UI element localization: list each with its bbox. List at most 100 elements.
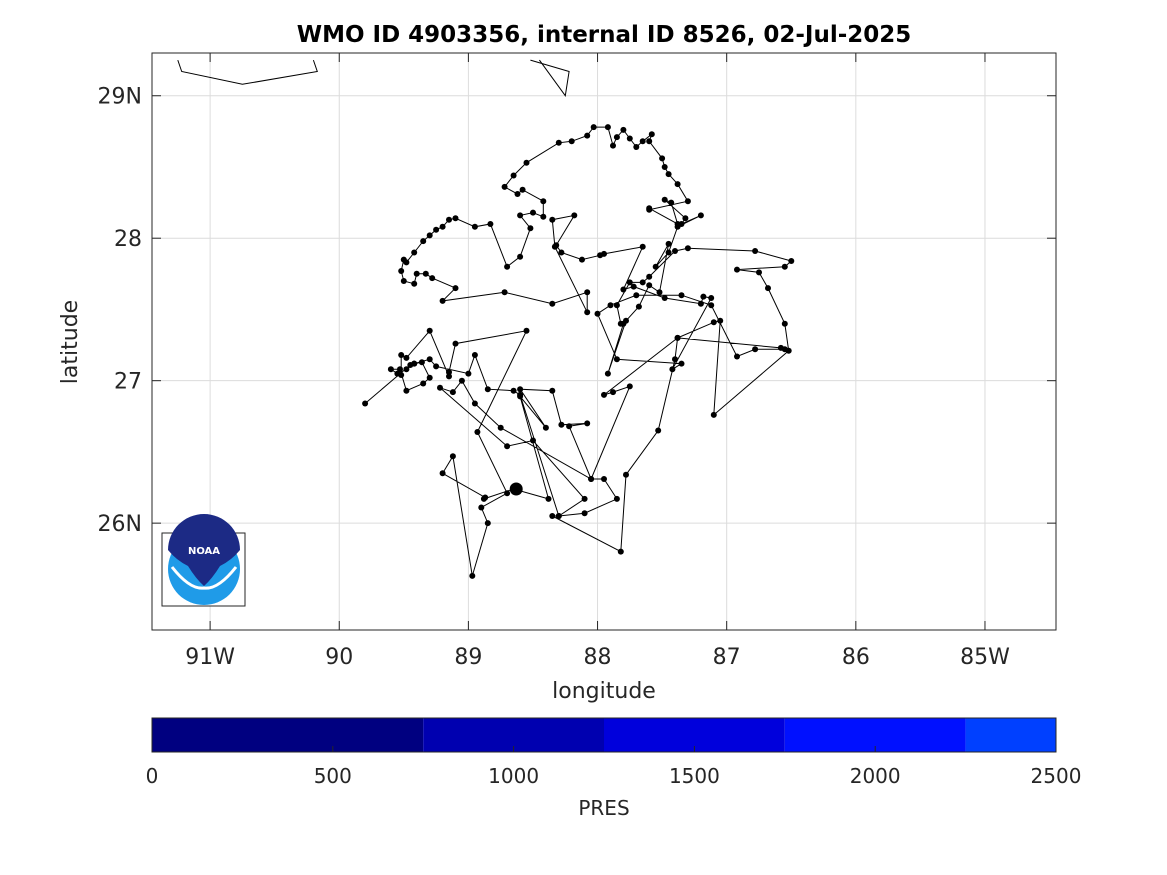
float-position-point [734,353,740,360]
colorbar-band [152,718,424,752]
float-position-point [558,421,565,428]
float-position-point [411,280,418,287]
float-position-point [734,266,740,273]
colorbar-tick-label: 2500 [1031,764,1082,788]
x-tick-labels: 91W 90 89 88 87 86 85W [185,645,1010,670]
float-position-point [484,386,491,393]
float-position-point [439,470,446,477]
float-position-point [549,513,556,519]
axis-ticks [152,53,1056,630]
float-position-point [655,427,662,434]
colorbar-tick-label: 1000 [488,764,539,788]
x-tick-label: 85W [960,645,1010,670]
float-position-point [458,377,465,384]
float-position-point [777,344,784,351]
float-position-point [555,139,562,146]
float-position-point [584,132,591,139]
float-position-point [594,310,601,317]
float-position-point [710,411,717,418]
float-position-point [620,126,627,133]
x-tick-label: 91W [185,645,235,670]
plot-background [152,53,1056,630]
float-position-point [413,270,420,277]
float-position-point [626,279,633,286]
float-position-point [788,258,795,264]
float-position-point [756,269,762,276]
float-position-point [519,186,526,193]
float-position-point [471,400,478,407]
float-position-point [530,437,536,444]
float-position-point [474,429,481,435]
float-position-point [682,215,689,222]
float-position-point [617,548,624,555]
float-position-point [656,289,663,296]
colorbar-label: PRES [578,796,629,820]
float-position-point [398,268,405,274]
float-position-point [403,366,410,373]
float-position-point [452,340,459,347]
float-position-point [626,383,633,390]
float-position-point [601,476,607,482]
plot-frame [151,52,1057,631]
float-position-point [710,319,717,326]
float-position-point [639,138,646,145]
float-position-point [549,300,556,307]
float-position-point [484,520,491,527]
float-position-point [403,387,410,394]
float-position-point [646,273,653,280]
float-position-point [781,263,788,270]
float-position-point [510,387,517,394]
float-position-point [542,424,549,431]
float-position-point [613,356,620,363]
float-position-point [626,135,633,142]
float-position-point [639,243,646,250]
float-position-point [471,352,478,358]
current-position-marker [509,482,523,496]
float-position-point [429,275,436,282]
x-tick-label: 87 [713,645,741,670]
float-position-point [633,292,640,299]
float-position-point [437,384,443,391]
float-position-point [400,256,407,263]
float-position-point [630,283,637,290]
float-position-point [426,356,433,363]
float-position-point [684,245,691,252]
float-position-point [613,134,620,141]
chart-title: WMO ID 4903356, internal ID 8526, 02-Jul… [297,22,912,48]
float-position-point [540,198,547,205]
float-position-point [661,164,668,170]
float-position-point [661,196,668,203]
float-position-point [540,213,547,220]
float-position-point [387,366,394,373]
float-position-point [700,293,707,300]
float-position-point [553,242,560,249]
float-position-point [646,138,653,145]
float-position-point [420,238,427,245]
float-position-point [510,172,517,179]
float-position-point [665,249,672,256]
float-position-point [584,420,591,427]
float-position-point [674,334,681,341]
float-position-point [604,124,611,131]
x-axis-label: longitude [552,679,656,704]
x-tick-label: 86 [842,645,870,670]
float-position-point [661,295,668,301]
float-position-point [601,250,607,257]
float-position-point [523,327,530,334]
x-tick-label: 88 [584,645,612,670]
float-position-point [659,155,666,162]
float-position-point [678,292,685,299]
colorbar-band [965,718,1056,752]
float-position-point [426,327,433,334]
coastlines [177,59,570,97]
float-position-point [527,225,534,232]
float-position-point [452,215,459,222]
float-position-point [469,572,476,579]
float-position-point [549,387,556,394]
float-position-point [545,495,552,502]
y-tick-label: 28 [114,227,142,252]
float-position-point [446,369,452,376]
float-position-point [635,303,642,310]
float-position-point [601,391,607,398]
